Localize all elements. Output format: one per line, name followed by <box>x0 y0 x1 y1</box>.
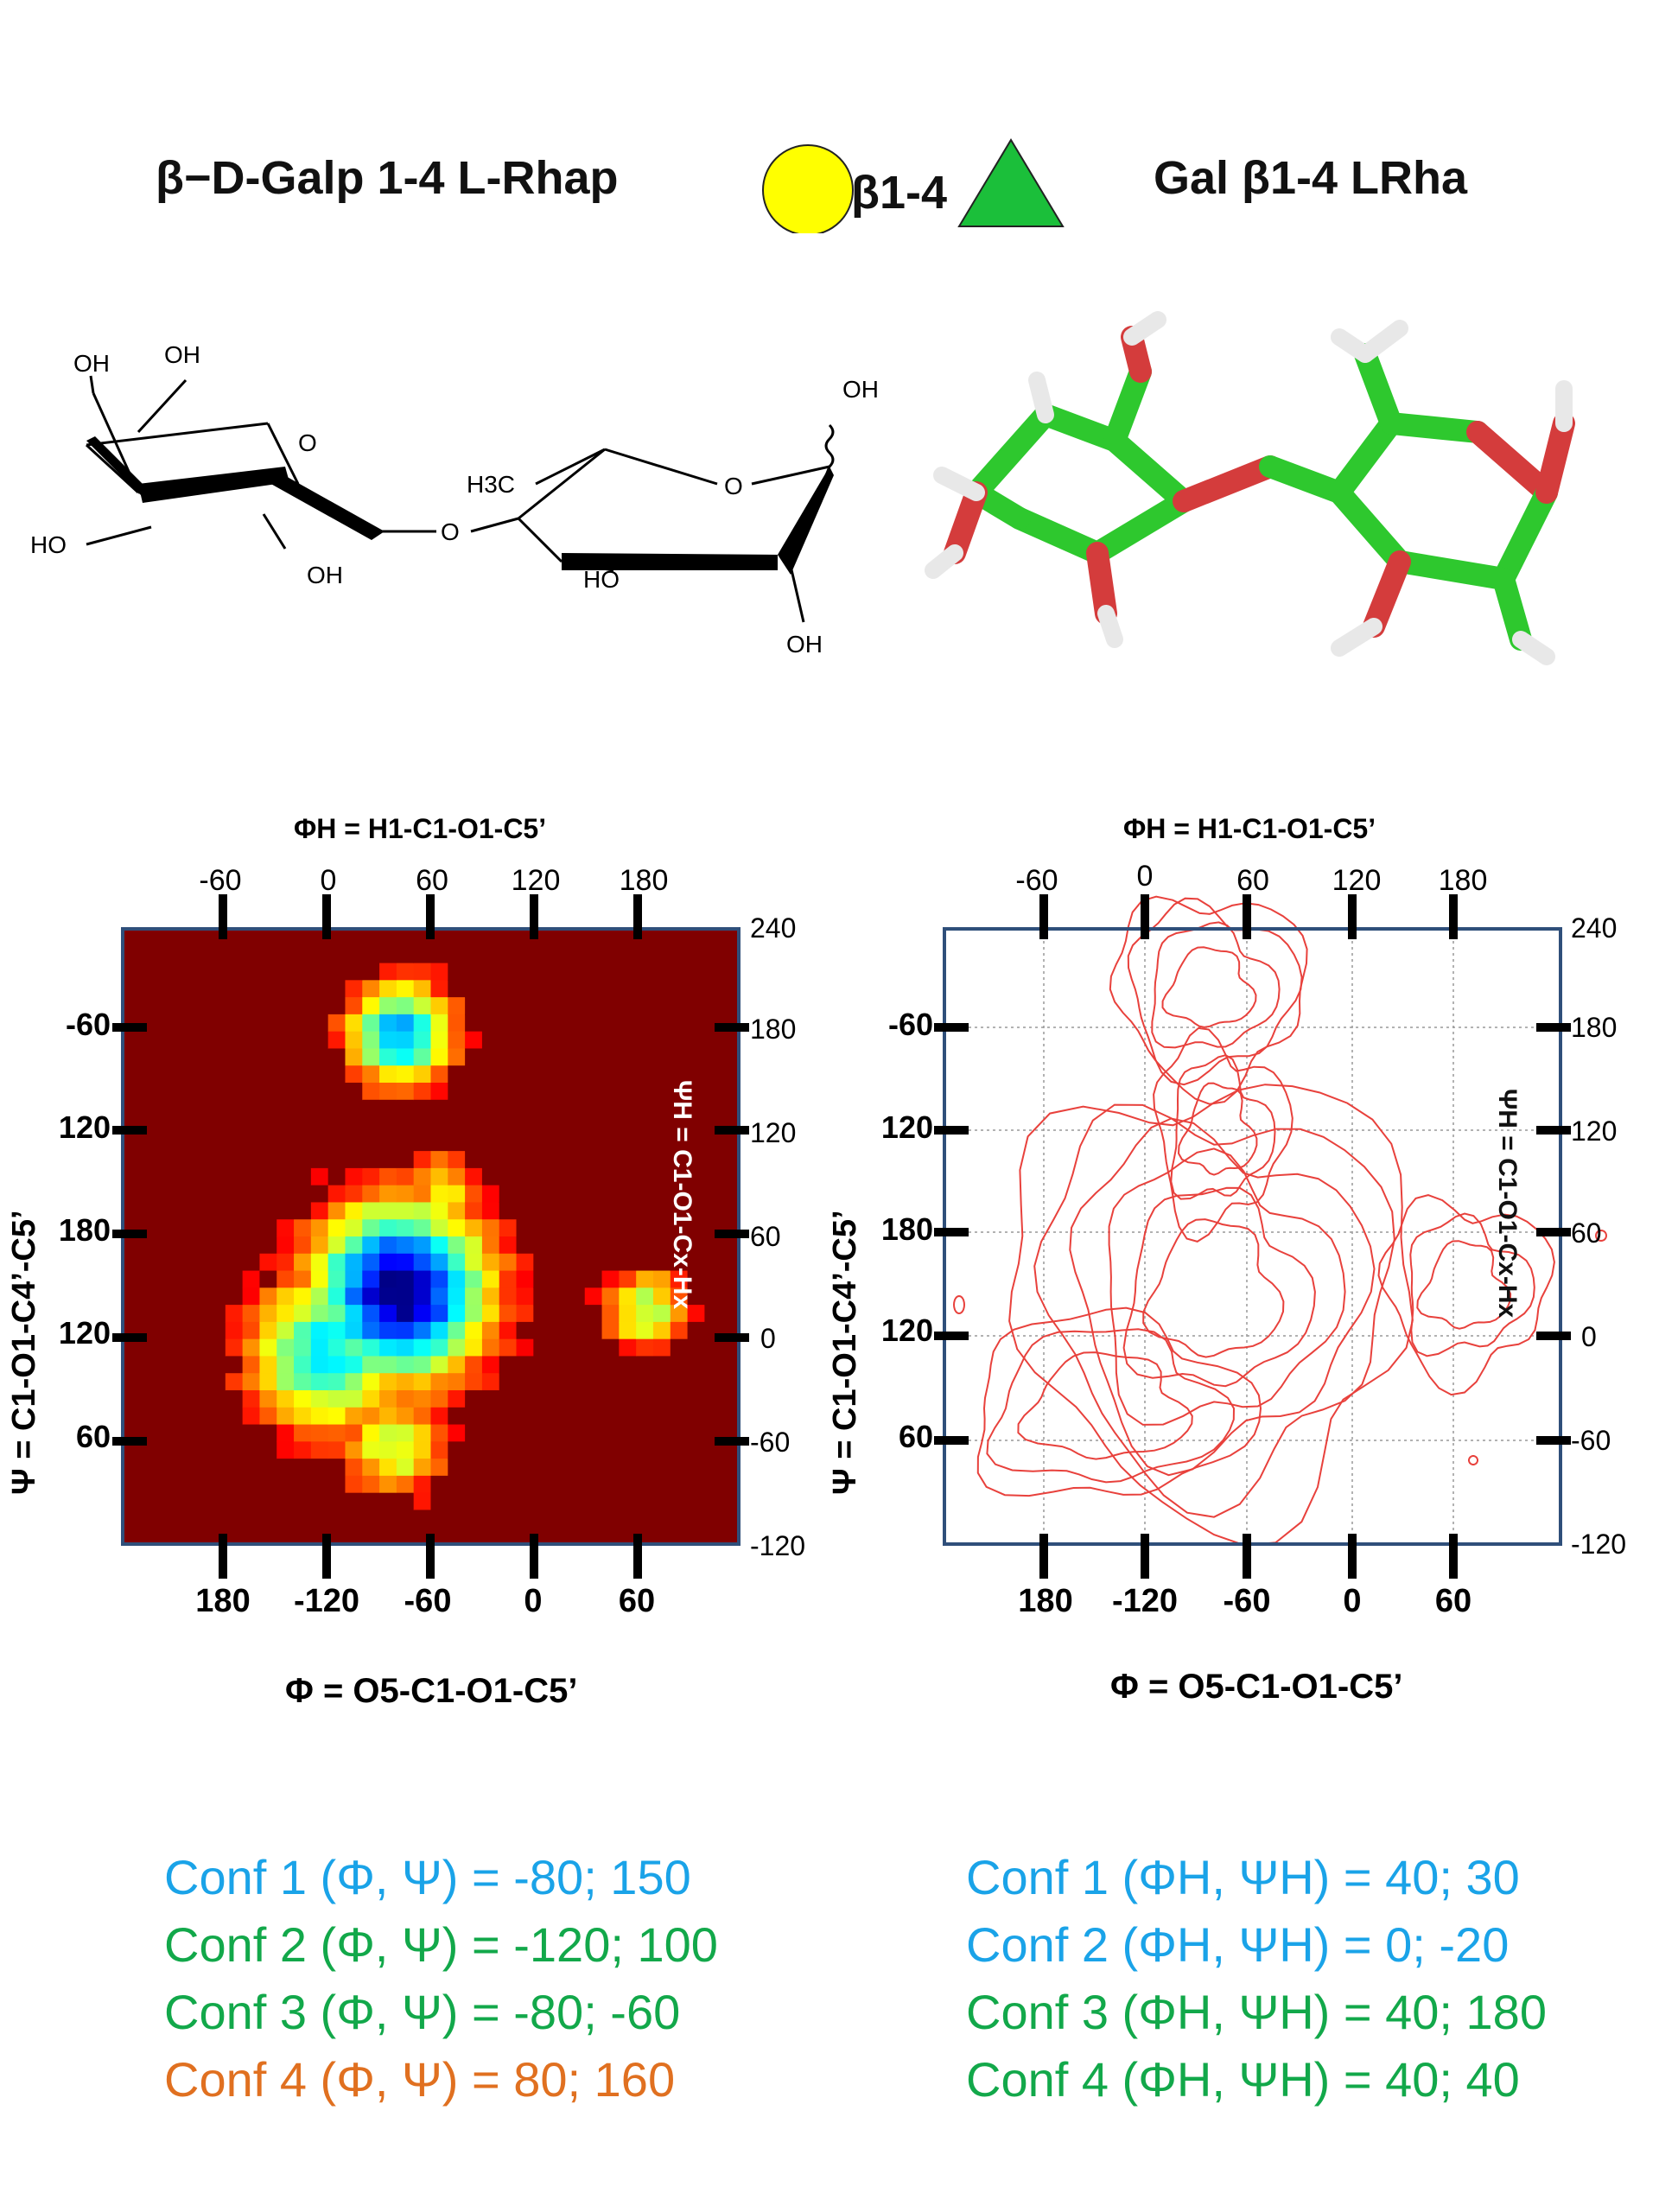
left-tick-label: 120 <box>881 1109 933 1145</box>
left-tick-label: 120 <box>59 1315 111 1351</box>
bottom-tick-label: 0 <box>1343 1583 1361 1619</box>
left-tick-label: 180 <box>881 1211 933 1247</box>
conf-right-4: Conf 4 (ΦH, ΨH) = 40; 40 <box>966 2052 1520 2107</box>
conf-list-right: Conf 1 (ΦH, ΨH) = 40; 30 Conf 2 (ΦH, ΨH)… <box>966 1849 1547 2119</box>
conf-left-2: Conf 2 (Φ, Ψ) = -120; 100 <box>164 1917 718 1972</box>
galactose-circle-icon <box>762 144 854 233</box>
plot-frame <box>943 927 1562 1546</box>
right-tick-label: -120 <box>750 1530 805 1561</box>
top-tick-label: 0 <box>1137 860 1154 893</box>
top-tick-label: 60 <box>416 864 448 897</box>
bottom-tick-label: 180 <box>1018 1583 1072 1619</box>
right-title: Gal β1-4 LRha <box>1154 152 1468 204</box>
right-tick-label: 60 <box>750 1221 781 1252</box>
top-tick-label: -60 <box>1015 864 1058 897</box>
conf-right-3: Conf 3 (ΦH, ΨH) = 40; 180 <box>966 1985 1547 2039</box>
structure-label: OH <box>164 341 200 368</box>
conf-right-1: Conf 1 (ΦH, ΨH) = 40; 30 <box>966 1850 1520 1904</box>
structure-label: OH <box>73 350 110 377</box>
right-tick-label: 60 <box>1571 1217 1602 1249</box>
conf-list-left: Conf 1 (Φ, Ψ) = -80; 150 Conf 2 (Φ, Ψ) =… <box>164 1849 718 2119</box>
right-tick-label: 240 <box>1571 912 1617 944</box>
contour-panel: ΦH = H1-C1-O1-C5’ -60 0 60 120 180 -60 1… <box>830 813 1626 1706</box>
right-tick-label: -60 <box>750 1427 790 1458</box>
left-tick-label: -60 <box>888 1007 933 1042</box>
right-tick-label: -60 <box>1571 1425 1611 1456</box>
right-tick-label: -120 <box>1571 1529 1626 1560</box>
conf-left-1: Conf 1 (Φ, Ψ) = -80; 150 <box>164 1850 691 1904</box>
top-tick-label: 120 <box>1332 864 1382 897</box>
right-tick-label: 120 <box>750 1117 796 1148</box>
bottom-axis-title: Φ = O5-C1-O1-C5’ <box>285 1672 577 1710</box>
stick-model-3d <box>925 311 1575 665</box>
conf-left-4: Conf 4 (Φ, Ψ) = 80; 160 <box>164 2052 676 2107</box>
rhamnose-triangle-icon <box>957 138 1065 227</box>
bottom-axis-title: Φ = O5-C1-O1-C5’ <box>1110 1668 1402 1706</box>
structure-label: O <box>298 429 317 456</box>
right-axis-title: ΨH = C1-O1-Cx-Hx <box>1493 1089 1522 1318</box>
left-tick-label: 120 <box>881 1313 933 1348</box>
bottom-tick-label: -120 <box>294 1583 359 1619</box>
conf-right-2: Conf 2 (ΦH, ΨH) = 0; -20 <box>966 1917 1510 1972</box>
left-tick-label: 120 <box>59 1109 111 1145</box>
glycan-symbol <box>762 138 1065 233</box>
structure-label: OH <box>307 562 343 588</box>
right-tick-label: 180 <box>1571 1012 1617 1043</box>
top-tick-label: 180 <box>620 864 669 897</box>
heatmap-panel: ΦH = H1-C1-O1-C5’ -60 0 60 120 180 -60 1… <box>6 813 805 1710</box>
right-tick-label: 240 <box>750 912 796 944</box>
structure-label: O <box>441 518 460 545</box>
bottom-tick-label: 0 <box>524 1583 542 1619</box>
left-tick-label: 60 <box>899 1419 933 1454</box>
structure-label: OH <box>842 376 879 403</box>
structure-label: HO <box>583 566 620 593</box>
structure-label: H3C <box>467 471 515 498</box>
bottom-tick-label: 180 <box>195 1583 250 1619</box>
bottom-tick-label: 60 <box>619 1583 655 1619</box>
top-tick-label: 180 <box>1439 864 1488 897</box>
bottom-tick-label: 60 <box>1435 1583 1471 1619</box>
conf-left-3: Conf 3 (Φ, Ψ) = -80; -60 <box>164 1985 681 2039</box>
left-tick-label: 180 <box>59 1212 111 1248</box>
bottom-tick-label: -60 <box>404 1583 452 1619</box>
linkage-label: β1-4 <box>851 167 948 219</box>
right-tick-label: 0 <box>1581 1321 1597 1352</box>
top-tick-label: 120 <box>512 864 561 897</box>
structure-label: OH <box>786 631 823 658</box>
bottom-tick-label: -60 <box>1224 1583 1271 1619</box>
top-axis-title: ΦH = H1-C1-O1-C5’ <box>1123 813 1376 844</box>
heatmap-cells <box>123 929 740 1545</box>
right-axis-title: ΨH = C1-O1-Cx-Hx <box>668 1080 696 1309</box>
bottom-tick-label: -120 <box>1112 1583 1178 1619</box>
top-axis-title: ΦH = H1-C1-O1-C5’ <box>294 813 546 844</box>
top-tick-label: -60 <box>199 864 241 897</box>
left-axis-title: Ψ = C1-O1-C4’-C5’ <box>830 1210 863 1495</box>
left-title: β−D-Galp 1-4 L-Rhap <box>156 152 619 204</box>
right-tick-label: 120 <box>1571 1116 1617 1147</box>
top-tick-label: 60 <box>1236 864 1269 897</box>
top-tick-label: 0 <box>321 864 337 897</box>
right-tick-label: 0 <box>760 1323 776 1354</box>
structure-label: O <box>724 473 743 499</box>
left-tick-label: 60 <box>76 1419 111 1454</box>
left-axis-title: Ψ = C1-O1-C4’-C5’ <box>6 1210 42 1495</box>
left-tick-label: -60 <box>66 1007 111 1042</box>
right-tick-label: 180 <box>750 1014 796 1045</box>
structure-label: HO <box>30 531 67 558</box>
chemical-structure: OH OH O HO OH O H3C O HO OH OH <box>30 341 879 658</box>
